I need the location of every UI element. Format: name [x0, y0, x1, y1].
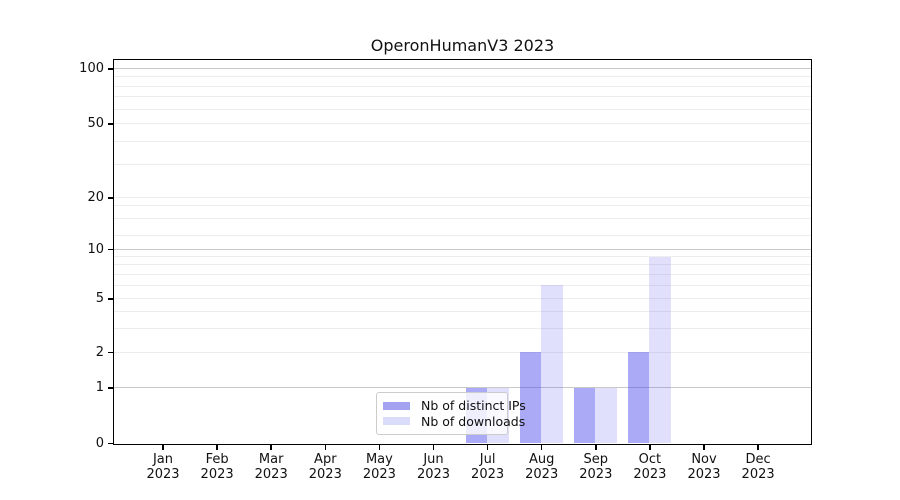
- y-tick-mark: [108, 298, 114, 300]
- y-tick-label: 50: [87, 116, 104, 131]
- x-tick-mark: [595, 444, 597, 450]
- minor-gridline: [114, 204, 811, 206]
- major-gridline: [114, 248, 811, 250]
- bar-sep-downloads: [595, 387, 617, 443]
- x-tick-mark: [540, 444, 543, 450]
- minor-gridline: [114, 264, 811, 266]
- major-gridline: [114, 387, 811, 388]
- x-tick-mark: [757, 444, 759, 450]
- minor-gridline: [114, 327, 811, 329]
- minor-gridline: [114, 218, 811, 220]
- minor-gridline: [114, 76, 811, 78]
- y-tick-mark: [108, 442, 114, 445]
- x-tick-mark: [324, 444, 327, 450]
- x-tick-mark: [649, 444, 651, 450]
- bar-aug-downloads: [541, 285, 563, 443]
- x-tick-label-sep: Sep 2023: [579, 452, 613, 482]
- x-tick-mark: [270, 444, 272, 450]
- x-tick-mark: [162, 444, 164, 450]
- legend: Nb of distinct IPs Nb of downloads: [376, 392, 526, 435]
- x-tick-mark: [378, 444, 381, 450]
- downloads-legend-swatch: [383, 417, 410, 426]
- minor-gridline: [114, 141, 811, 143]
- y-tick-mark: [108, 387, 114, 389]
- distinct-ips-legend-swatch: [383, 401, 410, 410]
- minor-gridline: [114, 96, 811, 98]
- bar-aug-ips: [519, 352, 542, 443]
- y-tick-label: 10: [87, 241, 104, 257]
- x-tick-label-jan: Jan 2023: [146, 452, 180, 482]
- legend-label: Nb of downloads: [421, 413, 526, 429]
- plot-area: Nb of distinct IPs Nb of downloads: [113, 59, 812, 445]
- major-gridline: [114, 68, 811, 69]
- chart-title: OperonHumanV3 2023: [370, 36, 555, 55]
- y-tick-label: 100: [79, 61, 104, 76]
- minor-gridline: [114, 108, 811, 110]
- x-tick-mark: [703, 444, 705, 450]
- minor-gridline: [114, 284, 811, 286]
- minor-gridline: [114, 273, 811, 275]
- x-tick-label-jul: Jul 2023: [471, 452, 505, 482]
- legend-row: Nb of distinct IPs: [383, 398, 526, 414]
- y-tick-mark: [108, 351, 114, 354]
- minor-gridline: [114, 311, 811, 313]
- bar-oct-ips: [627, 352, 650, 443]
- minor-gridline: [114, 85, 811, 87]
- minor-gridline: [114, 164, 811, 166]
- bar-oct-downloads: [649, 256, 671, 443]
- minor-gridline: [114, 256, 811, 258]
- minor-gridline: [114, 234, 811, 236]
- x-tick-mark: [216, 444, 218, 450]
- x-tick-label-may: May 2023: [362, 452, 396, 482]
- y-tick-label: 2: [95, 344, 104, 360]
- y-tick-mark: [108, 197, 114, 199]
- x-tick-mark: [486, 444, 489, 450]
- minor-gridline: [114, 197, 811, 198]
- y-tick-label: 20: [87, 190, 104, 205]
- x-tick-label-apr: Apr 2023: [308, 452, 342, 482]
- y-tick-mark: [108, 123, 114, 125]
- y-tick-label: 1: [95, 380, 104, 395]
- minor-gridline: [114, 298, 811, 299]
- y-tick-mark: [108, 248, 114, 251]
- x-tick-label-aug: Aug 2023: [525, 452, 559, 482]
- minor-gridline: [114, 351, 811, 353]
- x-tick-label-dec: Dec 2023: [741, 452, 775, 482]
- x-tick-mark: [432, 444, 435, 450]
- x-tick-label-oct: Oct 2023: [633, 452, 667, 482]
- x-tick-label-jun: Jun 2023: [416, 452, 451, 482]
- x-tick-label-mar: Mar 2023: [254, 452, 288, 482]
- y-tick-label: 0: [95, 435, 104, 451]
- x-tick-label-nov: Nov 2023: [687, 452, 721, 482]
- y-tick-mark: [108, 68, 114, 70]
- legend-row: Nb of downloads: [383, 414, 525, 430]
- y-tick-label: 5: [95, 291, 104, 306]
- legend-label: Nb of distinct IPs: [421, 398, 526, 414]
- bar-sep-ips: [573, 387, 596, 443]
- x-tick-label-feb: Feb 2023: [200, 452, 234, 482]
- minor-gridline: [114, 123, 811, 124]
